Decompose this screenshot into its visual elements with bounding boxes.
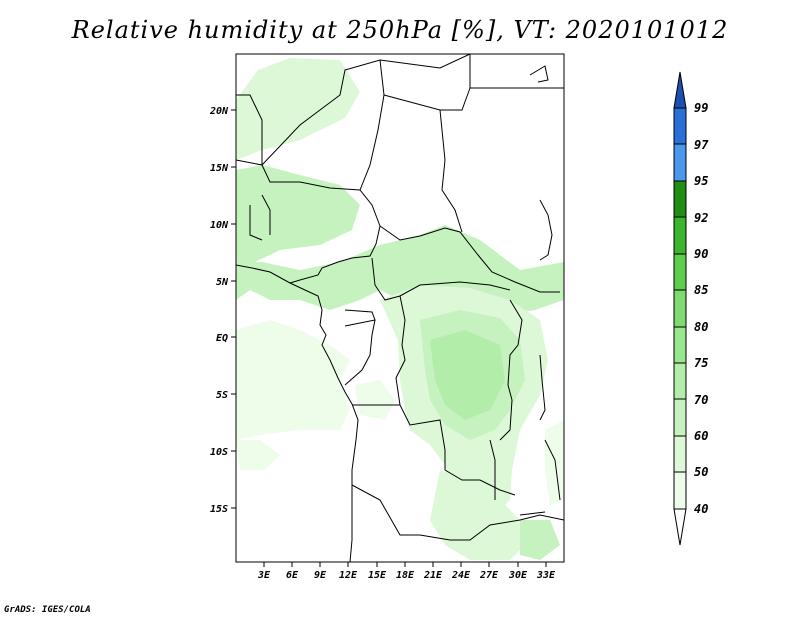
lat-tick-label: 20N	[209, 106, 229, 117]
lon-tick-label: 18E	[396, 570, 415, 581]
colorbar-swatch-60-70	[673, 398, 687, 437]
colorbar-swatch-92-95	[673, 180, 687, 218]
colorbar-swatch-95-97	[673, 143, 687, 182]
lat-tick-label: 5S	[216, 390, 228, 401]
longitude-axis: 3E 6E 9E 12E 15E 18E 21E 24E 27E 30E 33E	[257, 562, 556, 581]
lon-tick-label: 12E	[339, 570, 358, 581]
lat-tick-label: 15N	[210, 163, 229, 174]
lon-tick-label: 3E	[257, 570, 271, 581]
colorbar-label: 60	[694, 429, 708, 443]
lon-tick-label: 6E	[286, 570, 299, 581]
lon-tick-label: 27E	[479, 570, 499, 581]
humidity-shading	[236, 58, 564, 560]
colorbar-swatch-70-75	[673, 362, 687, 400]
lon-tick-label: 9E	[314, 570, 327, 581]
latitude-axis: 20N 15N 10N 5N EQ 5S 10S 15S	[209, 106, 236, 515]
colorbar-label: 50	[694, 465, 708, 479]
colorbar-label: 90	[694, 247, 708, 261]
colorbar-label: 40	[694, 502, 708, 516]
lon-tick-label: 24E	[451, 570, 471, 581]
colorbar-swatch-90-92	[673, 216, 687, 255]
lat-tick-label: 5N	[216, 277, 229, 288]
country-borders	[236, 54, 564, 562]
colorbar-swatch-97-99	[673, 107, 687, 145]
colorbar-bottom-arrow	[673, 508, 687, 546]
colorbar-label: 70	[694, 393, 708, 407]
colorbar-label: 97	[694, 138, 709, 152]
colorbar-label: 95	[694, 174, 708, 188]
colorbar-label: 99	[694, 101, 708, 115]
lon-tick-label: 15E	[368, 570, 387, 581]
colorbar-label: 85	[694, 283, 708, 297]
lat-tick-label: 15S	[210, 504, 228, 515]
colorbar-label: 75	[694, 356, 708, 370]
lat-tick-label: 10S	[210, 447, 228, 458]
grads-credit: GrADS: IGES/COLA	[4, 605, 91, 615]
lat-tick-label: EQ	[216, 333, 228, 344]
colorbar-swatch-40-50	[673, 471, 687, 510]
lon-tick-label: 30E	[508, 570, 528, 581]
colorbar: 99 97 95 92 90 85 80 75 70 60 50 40	[673, 71, 709, 546]
colorbar-swatch-85-90	[673, 253, 687, 291]
colorbar-swatch-50-60	[673, 435, 687, 473]
colorbar-label: 92	[694, 211, 708, 225]
map-frame	[235, 53, 565, 563]
map-title: Relative humidity at 250hPa [%], VT: 202…	[71, 16, 729, 44]
lon-tick-label: 33E	[536, 570, 556, 581]
colorbar-swatch-75-80	[673, 326, 687, 364]
colorbar-top-arrow	[673, 71, 687, 109]
colorbar-swatch-80-85	[673, 289, 687, 328]
lon-tick-label: 21E	[423, 570, 443, 581]
lat-tick-label: 10N	[210, 220, 229, 231]
colorbar-label: 80	[694, 320, 708, 334]
